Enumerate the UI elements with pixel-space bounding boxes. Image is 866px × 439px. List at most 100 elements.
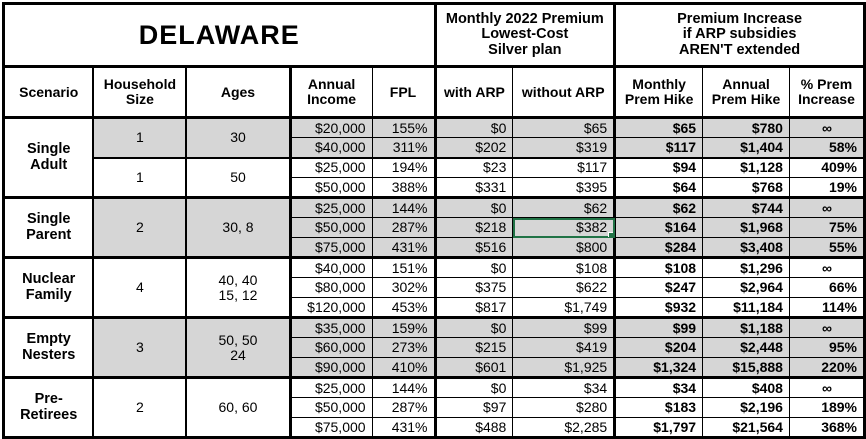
- fpl-cell[interactable]: 287%: [371, 397, 437, 418]
- pct-increase-cell[interactable]: 114%: [788, 297, 866, 318]
- monthly-hike-cell[interactable]: $1,797: [614, 417, 704, 438]
- without-arp-cell[interactable]: $1,749: [512, 297, 617, 318]
- without-arp-cell[interactable]: $99: [512, 316, 617, 338]
- annual-income-cell[interactable]: $75,000: [289, 237, 373, 258]
- with-arp-cell[interactable]: $0: [434, 316, 514, 338]
- without-arp-cell[interactable]: $117: [512, 156, 617, 178]
- without-arp-cell[interactable]: $419: [512, 337, 617, 358]
- without-arp-cell[interactable]: $1,925: [512, 357, 617, 378]
- monthly-hike-cell[interactable]: $204: [614, 337, 704, 358]
- ages-cell[interactable]: 30, 8: [185, 196, 292, 258]
- annual-hike-cell[interactable]: $1,128: [702, 156, 790, 178]
- household-size-cell[interactable]: 1: [92, 156, 188, 198]
- pct-increase-cell[interactable]: 409%: [788, 156, 866, 178]
- household-size-cell[interactable]: 1: [92, 116, 188, 158]
- fpl-cell[interactable]: 431%: [371, 237, 437, 258]
- col-header-ages[interactable]: Ages: [185, 66, 292, 119]
- ages-cell[interactable]: 30: [185, 116, 292, 158]
- with-arp-cell[interactable]: $0: [434, 116, 514, 138]
- with-arp-cell[interactable]: $218: [434, 217, 514, 238]
- pct-increase-cell[interactable]: 75%: [788, 217, 866, 238]
- annual-hike-cell[interactable]: $1,296: [702, 256, 790, 278]
- without-arp-cell[interactable]: $319: [512, 137, 617, 158]
- ages-cell[interactable]: 50: [185, 156, 292, 198]
- annual-income-cell[interactable]: $25,000: [289, 156, 373, 178]
- monthly-hike-cell[interactable]: $117: [614, 137, 704, 158]
- annual-hike-cell[interactable]: $2,964: [702, 277, 790, 298]
- pct-increase-cell[interactable]: ∞: [788, 256, 866, 278]
- without-arp-cell[interactable]: $65: [512, 116, 617, 138]
- fpl-cell[interactable]: 151%: [371, 256, 437, 278]
- fpl-cell[interactable]: 311%: [371, 137, 437, 158]
- with-arp-cell[interactable]: $215: [434, 337, 514, 358]
- annual-income-cell[interactable]: $40,000: [289, 137, 373, 158]
- annual-income-cell[interactable]: $35,000: [289, 316, 373, 338]
- fpl-cell[interactable]: 144%: [371, 196, 437, 218]
- annual-income-cell[interactable]: $25,000: [289, 196, 373, 218]
- ages-cell[interactable]: 50, 50 24: [185, 316, 292, 378]
- annual-hike-cell[interactable]: $11,184: [702, 297, 790, 318]
- col-header-annual-prem-hike[interactable]: Annual Prem Hike: [702, 66, 790, 119]
- household-size-cell[interactable]: 4: [92, 256, 188, 318]
- annual-hike-cell[interactable]: $408: [702, 376, 790, 398]
- annual-hike-cell[interactable]: $2,196: [702, 397, 790, 418]
- col-header-household-size[interactable]: Household Size: [92, 66, 188, 119]
- col-header-scenario[interactable]: Scenario: [3, 66, 95, 119]
- pct-increase-cell[interactable]: 189%: [788, 397, 866, 418]
- without-arp-cell[interactable]: $800: [512, 237, 617, 258]
- scenario-cell[interactable]: Nuclear Family: [3, 256, 95, 318]
- annual-income-cell[interactable]: $50,000: [289, 217, 373, 238]
- household-size-cell[interactable]: 2: [92, 196, 188, 258]
- with-arp-cell[interactable]: $0: [434, 196, 514, 218]
- monthly-hike-cell[interactable]: $94: [614, 156, 704, 178]
- pct-increase-cell[interactable]: 220%: [788, 357, 866, 378]
- with-arp-cell[interactable]: $23: [434, 156, 514, 178]
- annual-income-cell[interactable]: $50,000: [289, 397, 373, 418]
- fpl-cell[interactable]: 194%: [371, 156, 437, 178]
- pct-increase-cell[interactable]: ∞: [788, 196, 866, 218]
- annual-hike-cell[interactable]: $780: [702, 116, 790, 138]
- fpl-cell[interactable]: 287%: [371, 217, 437, 238]
- fpl-cell[interactable]: 302%: [371, 277, 437, 298]
- monthly-hike-cell[interactable]: $62: [614, 196, 704, 218]
- monthly-hike-cell[interactable]: $284: [614, 237, 704, 258]
- col-header-fpl[interactable]: FPL: [371, 66, 437, 119]
- annual-income-cell[interactable]: $25,000: [289, 376, 373, 398]
- without-arp-cell[interactable]: $34: [512, 376, 617, 398]
- scenario-cell[interactable]: Empty Nesters: [3, 316, 95, 378]
- fpl-cell[interactable]: 273%: [371, 337, 437, 358]
- pct-increase-cell[interactable]: 19%: [788, 177, 866, 198]
- ages-cell[interactable]: 40, 40 15, 12: [185, 256, 292, 318]
- with-arp-cell[interactable]: $202: [434, 137, 514, 158]
- pct-increase-cell[interactable]: 66%: [788, 277, 866, 298]
- monthly-hike-cell[interactable]: $99: [614, 316, 704, 338]
- without-arp-cell[interactable]: $622: [512, 277, 617, 298]
- col-header-without-arp[interactable]: without ARP: [512, 66, 617, 119]
- fpl-cell[interactable]: 388%: [371, 177, 437, 198]
- fpl-cell[interactable]: 155%: [371, 116, 437, 138]
- with-arp-cell[interactable]: $0: [434, 376, 514, 398]
- monthly-hike-cell[interactable]: $64: [614, 177, 704, 198]
- monthly-hike-cell[interactable]: $108: [614, 256, 704, 278]
- annual-income-cell[interactable]: $80,000: [289, 277, 373, 298]
- annual-hike-cell[interactable]: $3,408: [702, 237, 790, 258]
- col-header-pct-prem-increase[interactable]: % Prem Increase: [788, 66, 866, 119]
- fpl-cell[interactable]: 453%: [371, 297, 437, 318]
- monthly-hike-cell[interactable]: $183: [614, 397, 704, 418]
- annual-hike-cell[interactable]: $21,564: [702, 417, 790, 438]
- annual-hike-cell[interactable]: $768: [702, 177, 790, 198]
- annual-income-cell[interactable]: $50,000: [289, 177, 373, 198]
- with-arp-cell[interactable]: $331: [434, 177, 514, 198]
- household-size-cell[interactable]: 3: [92, 316, 188, 378]
- with-arp-cell[interactable]: $516: [434, 237, 514, 258]
- monthly-hike-cell[interactable]: $65: [614, 116, 704, 138]
- monthly-hike-cell[interactable]: $34: [614, 376, 704, 398]
- pct-increase-cell[interactable]: ∞: [788, 316, 866, 338]
- fpl-cell[interactable]: 159%: [371, 316, 437, 338]
- annual-income-cell[interactable]: $60,000: [289, 337, 373, 358]
- scenario-cell[interactable]: Single Adult: [3, 116, 95, 198]
- annual-income-cell[interactable]: $40,000: [289, 256, 373, 278]
- selected-without-arp-cell[interactable]: $382: [512, 217, 617, 238]
- without-arp-cell[interactable]: $280: [512, 397, 617, 418]
- annual-income-cell[interactable]: $20,000: [289, 116, 373, 138]
